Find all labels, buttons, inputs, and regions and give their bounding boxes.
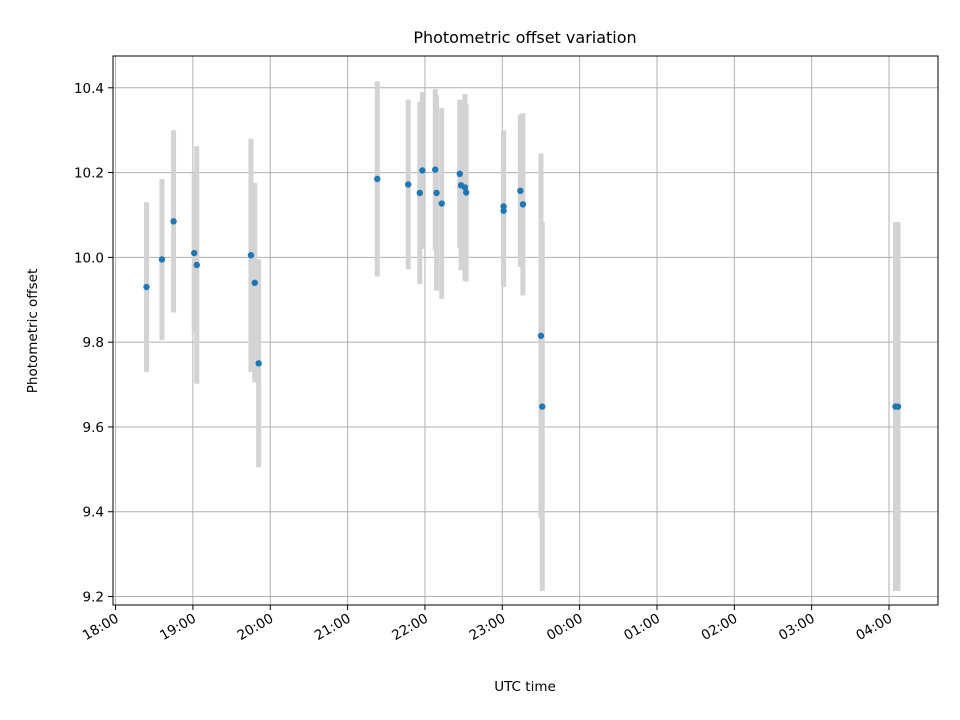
y-tick-label: 10.2 bbox=[74, 166, 104, 182]
data-point bbox=[170, 218, 177, 225]
data-point bbox=[461, 184, 469, 191]
data-point bbox=[374, 175, 381, 183]
data-point bbox=[433, 189, 440, 197]
data-point bbox=[158, 256, 166, 263]
data-point bbox=[519, 201, 527, 208]
y-tick-label: 9.4 bbox=[83, 505, 104, 521]
data-point bbox=[463, 189, 470, 196]
data-point bbox=[404, 181, 412, 188]
y-axis-label: Photometric offset bbox=[25, 269, 41, 393]
data-point bbox=[517, 187, 524, 195]
data-point bbox=[500, 207, 507, 214]
data-point bbox=[419, 167, 426, 174]
data-point bbox=[193, 261, 200, 269]
plot-frame bbox=[112, 55, 939, 606]
data-point bbox=[894, 403, 902, 410]
data-point bbox=[247, 252, 255, 259]
y-tick-label: 10.4 bbox=[74, 81, 104, 97]
y-tick-label: 10.0 bbox=[74, 250, 104, 266]
y-tick-label: 9.8 bbox=[83, 335, 104, 351]
data-point bbox=[432, 166, 439, 173]
data-point bbox=[251, 279, 258, 287]
y-axis-ticks: 9.2 9.4 9.6 9.8 10.0 10.2 10.4 bbox=[74, 81, 113, 606]
data-point bbox=[539, 403, 546, 410]
chart-title: Photometric offset variation bbox=[413, 28, 636, 47]
data-point bbox=[537, 332, 545, 339]
y-tick-label: 9.6 bbox=[83, 420, 104, 436]
data-point bbox=[255, 360, 262, 367]
data-point bbox=[438, 200, 445, 207]
data-point bbox=[143, 283, 150, 291]
data-points bbox=[143, 166, 902, 410]
data-point bbox=[191, 249, 198, 257]
data-point bbox=[416, 189, 423, 197]
data-point bbox=[456, 170, 463, 178]
y-tick-label: 9.2 bbox=[83, 590, 104, 606]
x-axis-label: UTC time bbox=[494, 679, 556, 695]
